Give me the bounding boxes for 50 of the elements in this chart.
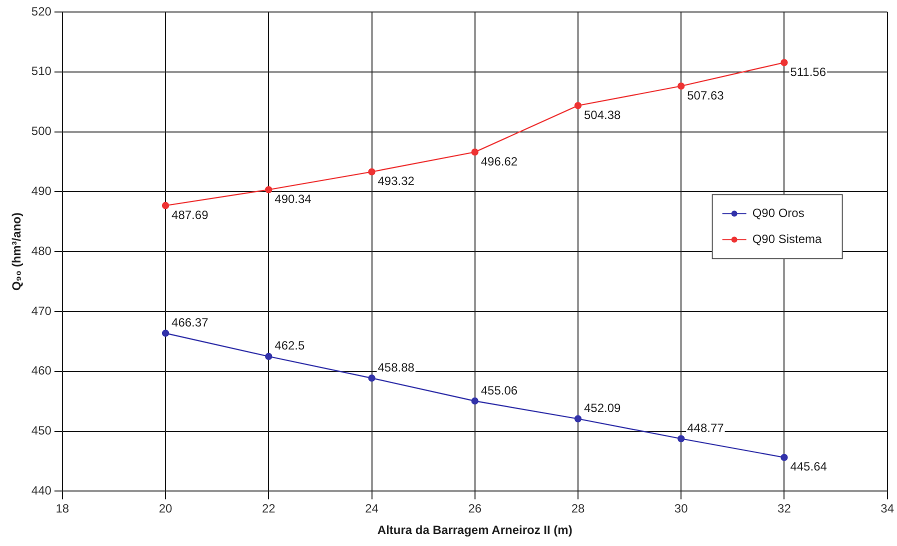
x-axis-title: Altura da Barragem Arneiroz II (m) bbox=[377, 523, 572, 538]
y-tick-label: 440 bbox=[31, 484, 52, 498]
point bbox=[368, 168, 376, 176]
data-label: 504.38 bbox=[584, 108, 622, 122]
data-label: 490.34 bbox=[274, 192, 312, 206]
y-tick-label: 470 bbox=[31, 304, 52, 318]
x-tick-label: 32 bbox=[778, 502, 792, 516]
data-label: 487.69 bbox=[172, 208, 209, 222]
x-tick-label: 20 bbox=[158, 502, 173, 516]
data-label: 493.32 bbox=[378, 174, 415, 188]
x-tick-label: 34 bbox=[880, 502, 894, 516]
point bbox=[678, 82, 685, 90]
point bbox=[471, 397, 478, 405]
point bbox=[162, 202, 170, 210]
x-tick-label: 30 bbox=[674, 502, 688, 516]
y-tick-label: 510 bbox=[31, 64, 52, 78]
data-label: 462.5 bbox=[274, 338, 306, 353]
point bbox=[780, 454, 788, 462]
y-tick-label: 490 bbox=[31, 184, 52, 198]
x-tick-label: 24 bbox=[365, 502, 379, 516]
data-label: 466.37 bbox=[172, 316, 209, 330]
y-tick-label: 480 bbox=[31, 244, 52, 258]
y-tick-label: 520 bbox=[31, 4, 52, 18]
y-tick-label: 500 bbox=[31, 124, 52, 138]
point bbox=[162, 330, 170, 337]
point bbox=[265, 186, 272, 194]
point bbox=[574, 102, 582, 110]
data-label: 507.63 bbox=[687, 88, 724, 102]
data-label: 448.77 bbox=[687, 420, 724, 435]
data-label: 445.64 bbox=[790, 460, 828, 474]
legend-label: Q90 Sistema bbox=[752, 232, 822, 246]
data-label: 511.56 bbox=[790, 64, 826, 79]
y-tick-label: 450 bbox=[31, 424, 52, 438]
x-tick-label: 26 bbox=[468, 502, 482, 516]
point bbox=[471, 148, 478, 156]
point bbox=[780, 58, 788, 66]
y-axis-title: Q₉₀ (hm³/ano) bbox=[10, 212, 24, 291]
data-label: 455.06 bbox=[480, 383, 518, 398]
point bbox=[265, 352, 272, 360]
point bbox=[574, 415, 582, 422]
point bbox=[368, 374, 376, 382]
data-label: 452.09 bbox=[584, 401, 622, 416]
y-tick-label: 460 bbox=[31, 364, 52, 378]
legend-label: Q90 Oros bbox=[752, 206, 804, 220]
data-label: 496.62 bbox=[480, 154, 518, 168]
x-tick-label: 22 bbox=[262, 502, 276, 516]
point bbox=[678, 435, 685, 442]
x-tick-label: 28 bbox=[571, 502, 585, 516]
data-label: 458.88 bbox=[378, 360, 415, 374]
x-tick-label: 18 bbox=[56, 502, 70, 516]
